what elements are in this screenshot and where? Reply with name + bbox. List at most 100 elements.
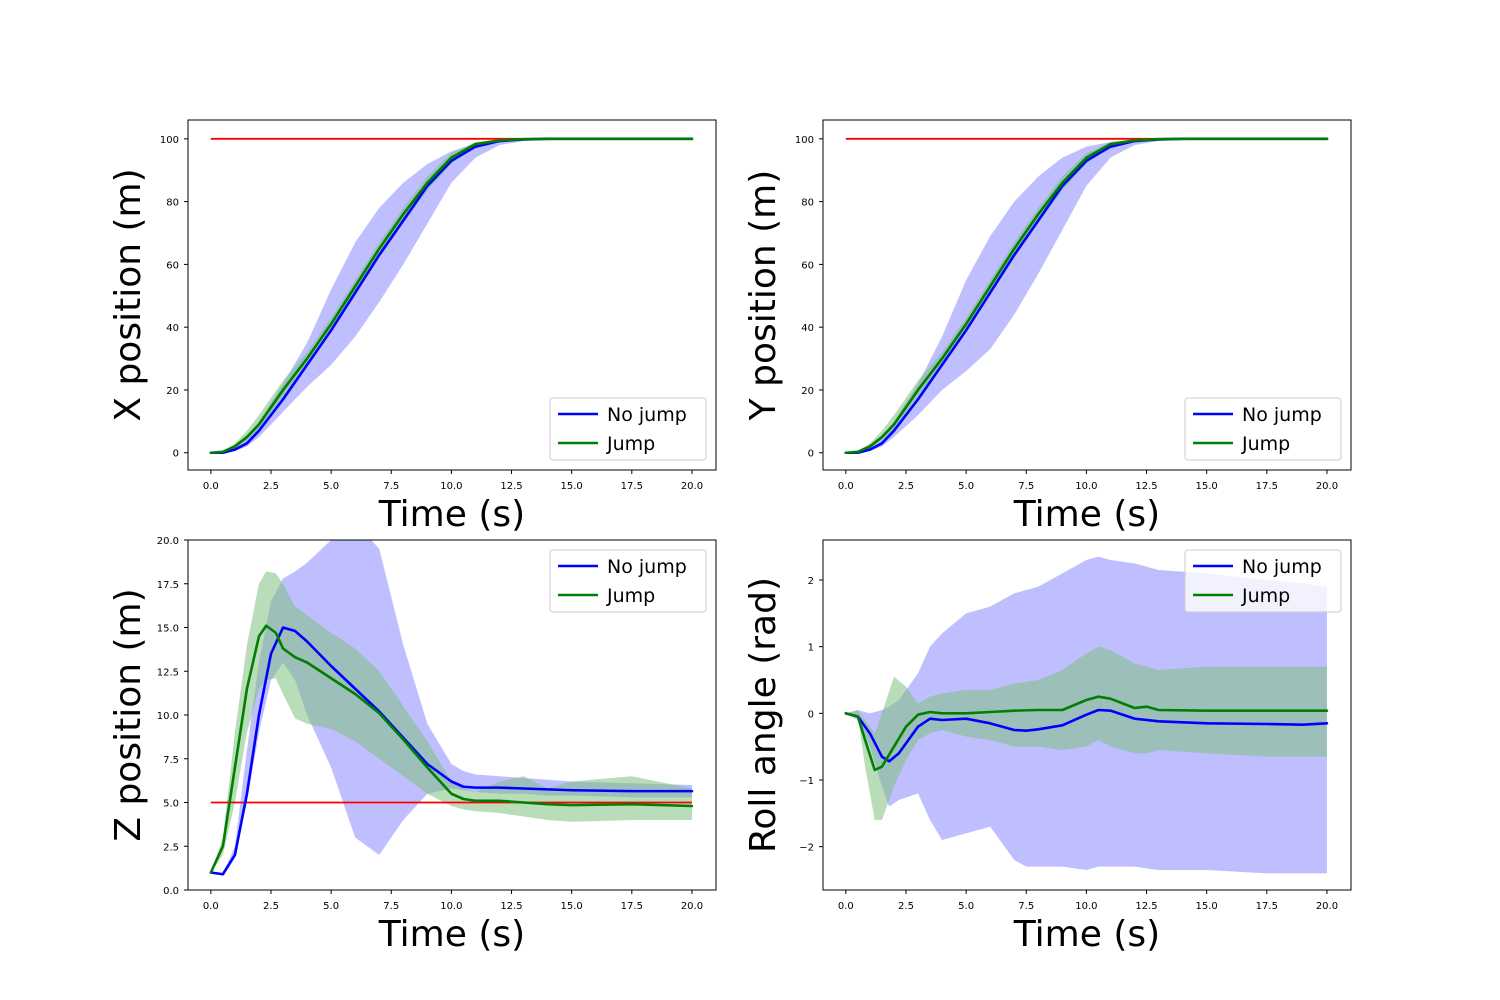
x-tick-label: 0.0: [203, 481, 219, 492]
legend-label-jump: Jump: [1241, 433, 1290, 455]
legend-label-jump: Jump: [606, 585, 655, 607]
series-line-no-jump: [209, 626, 694, 876]
x-tick-label: 5.0: [958, 481, 974, 492]
x-tick-label: 0.0: [203, 901, 219, 912]
series-line-jump: [844, 137, 1329, 455]
legend-label-no-jump: No jump: [1242, 556, 1322, 578]
x-tick-label: 0.0: [838, 901, 854, 912]
legend: No jump Jump: [1184, 549, 1342, 613]
y-axis-label: X position (m): [108, 168, 149, 421]
y-axis-label: Z position (m): [108, 588, 149, 841]
y-tick-label: 0: [808, 709, 814, 720]
x-tick-label: 20.0: [681, 901, 703, 912]
y-tick-label: 0.0: [163, 886, 179, 897]
y-tick-label: 12.5: [157, 667, 179, 678]
y-tick-label: 2: [808, 576, 814, 587]
y-tick-label: −1: [799, 776, 814, 787]
series-line-jump: [209, 624, 694, 874]
plot-area-y: [844, 137, 1329, 455]
band-jump: [210, 137, 692, 453]
x-tick-label: 7.5: [1018, 901, 1034, 912]
legend: No jump Jump: [549, 549, 707, 613]
x-tick-label: 10.0: [1075, 901, 1097, 912]
x-tick-label: 12.5: [1135, 481, 1157, 492]
legend-label-jump: Jump: [606, 433, 655, 455]
y-tick-label: −2: [799, 843, 814, 854]
y-tick-label: 0: [173, 449, 179, 460]
axes-frame: [187, 119, 717, 471]
legend-label-no-jump: No jump: [607, 404, 687, 426]
y-tick-label: 15.0: [157, 624, 179, 635]
x-tick-label: 20.0: [1316, 481, 1338, 492]
x-tick-label: 17.5: [621, 481, 643, 492]
legend-label-jump: Jump: [1241, 585, 1290, 607]
subplot-z: 0.0 2.5 5.0 7.5 10.0 12.5 15.0 17.5 20.0 0.0 2.5 5.…: [108, 536, 717, 955]
subplots: 0.0 2.5 5.0 7.5 10.0 12.5 15.0 17.5 20.002040608…: [108, 119, 1352, 955]
x-tick-label: 17.5: [1256, 901, 1278, 912]
x-tick-label: 15.0: [1196, 481, 1218, 492]
subplot-roll: 0.0 2.5 5.0 7.5 10.0 12.5 15.0 17.5 20.0 −2 −1 0 1 2 T…: [743, 539, 1352, 955]
x-axis-label: Time (s): [1013, 494, 1160, 535]
x-tick-label: 7.5: [383, 481, 399, 492]
x-tick-label: 5.0: [958, 901, 974, 912]
axes-frame: [822, 119, 1352, 471]
x-tick-label: 7.5: [1018, 481, 1034, 492]
x-tick-label: 10.0: [1075, 481, 1097, 492]
x-tick-label: 10.0: [440, 901, 462, 912]
x-tick-label: 0.0: [838, 481, 854, 492]
legend: No jump Jump: [549, 397, 707, 461]
y-tick-label: 10.0: [157, 711, 179, 722]
legend-label-no-jump: No jump: [1242, 404, 1322, 426]
y-tick-label: 40: [166, 323, 179, 334]
plot-area-roll: [844, 556, 1329, 874]
axes-frame: [822, 539, 1352, 891]
y-tick-label: 17.5: [157, 580, 179, 591]
subplot-x: 0.0 2.5 5.0 7.5 10.0 12.5 15.0 17.5 20.0 0 20 40 60 8…: [108, 119, 717, 535]
x-tick-label: 2.5: [263, 481, 279, 492]
y-axis-label: Roll angle (rad): [743, 577, 784, 853]
band-jump: [210, 571, 692, 873]
y-tick-label: 100: [160, 135, 179, 146]
y-tick-label: 0: [808, 449, 814, 460]
band-jump: [845, 137, 1327, 453]
y-axis-label: Y position (m): [743, 170, 784, 422]
x-tick-label: 2.5: [898, 901, 914, 912]
series-line-jump: [209, 137, 694, 455]
legend-label-no-jump: No jump: [607, 556, 687, 578]
x-tick-label: 12.5: [500, 481, 522, 492]
y-tick-label: 20.0: [157, 536, 179, 547]
legend: No jump Jump: [1184, 397, 1342, 461]
y-tick-label: 1: [808, 643, 814, 654]
plot-area-z: [209, 540, 694, 876]
series-line-jump: [844, 695, 1329, 772]
plot-area-x: [209, 137, 694, 455]
y-tick-label: 20: [801, 386, 814, 397]
x-axis-label: Time (s): [1013, 914, 1160, 955]
x-tick-label: 12.5: [1135, 901, 1157, 912]
x-tick-label: 12.5: [500, 901, 522, 912]
y-tick-label: 80: [166, 198, 179, 209]
x-tick-label: 17.5: [1256, 481, 1278, 492]
x-tick-label: 20.0: [1316, 901, 1338, 912]
series-line-no-jump: [844, 708, 1329, 763]
y-tick-label: 60: [166, 260, 179, 271]
y-tick-label: 2.5: [163, 842, 179, 853]
x-tick-label: 17.5: [621, 901, 643, 912]
x-tick-label: 2.5: [263, 901, 279, 912]
x-tick-label: 2.5: [898, 481, 914, 492]
x-tick-label: 5.0: [323, 901, 339, 912]
y-tick-label: 40: [801, 323, 814, 334]
y-tick-label: 20: [166, 386, 179, 397]
x-tick-label: 10.0: [440, 481, 462, 492]
x-tick-label: 20.0: [681, 481, 703, 492]
y-tick-label: 5.0: [163, 799, 179, 810]
x-tick-label: 15.0: [561, 481, 583, 492]
band-jump: [845, 646, 1327, 820]
x-tick-label: 15.0: [561, 901, 583, 912]
x-axis-label: Time (s): [378, 494, 525, 535]
y-tick-label: 7.5: [163, 755, 179, 766]
x-axis-label: Time (s): [378, 914, 525, 955]
x-tick-label: 7.5: [383, 901, 399, 912]
y-tick-label: 60: [801, 260, 814, 271]
